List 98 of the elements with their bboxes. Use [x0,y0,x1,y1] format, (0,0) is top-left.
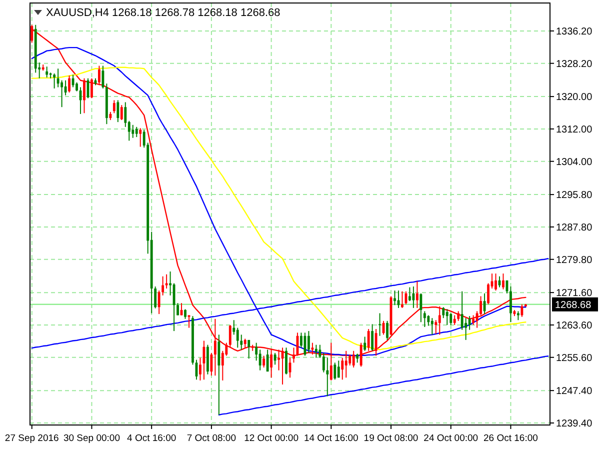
candlestick [416,280,418,308]
candlestick [464,318,468,340]
candlestick [364,336,366,352]
candlestick [46,66,48,78]
candlestick [430,318,434,336]
candlestick [408,286,411,302]
x-tick-label: 12 Oct 00:00 [244,433,298,444]
candlestick [502,273,504,290]
candlestick [285,347,288,375]
y-tick-label: 1328.20 [556,58,593,70]
candlestick [457,310,460,322]
x-tick-label: 14 Oct 16:00 [304,433,358,444]
x-tick-label: 27 Sep 2016 [4,433,59,444]
ref-line-label: 1268.68 [555,300,592,311]
candlestick [394,290,396,306]
candlestick [494,273,497,292]
candlestick [202,340,206,380]
candlestick [266,349,269,372]
x-tick-label: 7 Oct 08:00 [186,433,236,444]
candlestick [158,290,160,315]
x-tick-label: 19 Oct 08:00 [364,433,418,444]
candlestick [468,316,471,330]
y-tick-label: 1287.80 [556,222,593,234]
y-tick-label: 1295.80 [556,190,593,202]
candlestick [68,74,70,94]
candlestick [120,104,123,121]
candlestick [176,302,179,316]
x-tick-label: 26 Oct 16:00 [484,433,538,444]
candlestick [427,314,430,326]
candlestick [262,355,266,368]
y-tick-label: 1279.80 [556,254,593,266]
candlestick [56,68,60,88]
candlestick [132,124,134,138]
candlestick [255,342,258,362]
chart-title: XAUUSD,H4 1268.18 1268.78 1268.18 1268.68 [46,7,280,19]
candlestick [510,286,512,323]
candlestick [53,72,56,89]
candlestick [318,344,322,358]
candlestick [188,314,190,328]
candlestick [236,327,239,348]
candlestick [453,314,456,326]
candlestick [112,100,116,114]
candlestick [60,80,64,108]
candlestick [154,286,157,309]
y-tick-label: 1263.60 [556,320,593,332]
candlestick [520,304,524,318]
candlestick [248,339,250,360]
candlestick [228,324,232,348]
candlestick [274,352,276,366]
candlestick [304,332,306,356]
candlestick [139,128,142,148]
candlestick [438,306,441,336]
candlestick [218,334,220,416]
candlestick [258,349,262,371]
candlestick [165,274,168,290]
candlestick [472,314,475,326]
candlestick [326,357,329,397]
candlestick [446,308,448,326]
candlestick [184,308,186,320]
candlestick [371,324,374,352]
y-tick-label: 1255.60 [556,352,593,364]
x-tick-label: 30 Sep 00:00 [63,433,120,444]
candlestick [420,292,422,323]
candlestick [337,360,340,378]
x-tick-label: 4 Oct 16:00 [127,433,176,444]
candlestick [334,362,336,380]
candlestick [240,334,243,350]
y-tick-label: 1247.40 [556,386,593,398]
y-tick-label: 1304.00 [556,156,593,168]
candlestick [450,312,452,326]
candlestick [64,80,67,96]
y-tick-label: 1336.20 [556,26,593,38]
candlestick [423,310,426,328]
candlestick [210,352,213,376]
candlestick [341,357,344,380]
candlestick [162,276,164,296]
y-tick-label: 1312.00 [556,124,593,136]
candlestick [367,328,370,352]
candlestick [307,330,310,354]
candlestick [412,286,415,308]
candlestick [386,320,388,340]
candlestick [487,282,490,305]
candlestick [83,78,86,114]
line-series [218,356,549,416]
candlestick [98,65,100,86]
candlestick [378,312,381,336]
x-tick-label: 24 Oct 00:00 [424,433,478,444]
y-tick-label: 1271.60 [556,288,593,300]
candlestick [460,290,464,330]
candlestick [135,126,138,138]
candlestick [442,306,445,319]
y-tick-label: 1239.40 [556,418,593,430]
candlestick [322,352,325,373]
candlestick [102,65,104,89]
candlestick [116,100,120,123]
candlestick [90,78,93,99]
y-tick-label: 1320.00 [556,92,593,104]
candlestick [199,357,202,381]
